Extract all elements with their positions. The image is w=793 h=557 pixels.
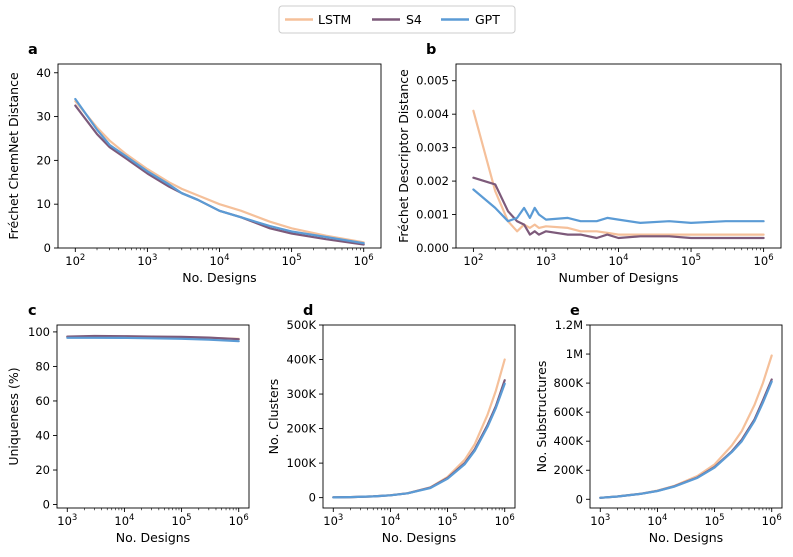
axes-frame-e bbox=[589, 324, 783, 509]
y-tick-label-e: 1.2M bbox=[555, 318, 583, 332]
y-tick-label-d: 400K bbox=[287, 353, 317, 367]
x-tick-label-a: 102 bbox=[65, 253, 85, 268]
legend-label-gpt: GPT bbox=[475, 12, 500, 27]
x-axis-label-a: No. Designs bbox=[182, 270, 256, 285]
y-tick-label-b: 0.002 bbox=[416, 174, 449, 188]
y-tick-label-c: 0 bbox=[43, 498, 50, 512]
series-line-d-gpt bbox=[332, 382, 506, 499]
x-tick-label-a: 103 bbox=[137, 253, 157, 268]
panel-label-d: d bbox=[303, 303, 313, 319]
y-tick-label-a: 30 bbox=[36, 110, 51, 124]
axes-frame-a bbox=[57, 63, 382, 249]
panel-label-e: e bbox=[570, 303, 580, 319]
axes-frame-d bbox=[322, 324, 516, 509]
y-tick-label-d: 500K bbox=[287, 318, 317, 332]
panel-d: d 103 104 105 106 0 100K 200K 300K 400K 500K No. De… bbox=[266, 303, 516, 545]
panel-label-a: a bbox=[28, 42, 38, 58]
y-tick-label-c: 60 bbox=[35, 394, 50, 408]
y-tick-label-b: 0.000 bbox=[416, 241, 449, 255]
x-axis-label-e: No. Designs bbox=[649, 530, 723, 545]
x-tick-label-e: 105 bbox=[705, 513, 725, 528]
series-line-c-gpt bbox=[66, 336, 240, 343]
y-tick-label-d: 100K bbox=[287, 456, 317, 470]
y-tick-label-b: 0.005 bbox=[416, 74, 449, 88]
panel-b: b 102 103 104 105 106 0.000 0.001 0.002 0.003 0.00… bbox=[396, 42, 782, 285]
x-tick-label-c: 104 bbox=[114, 513, 134, 528]
series-line-b-s4 bbox=[472, 176, 765, 240]
x-tick-label-a: 106 bbox=[354, 253, 374, 268]
y-tick-label-a: 40 bbox=[36, 66, 51, 80]
y-tick-label-b: 0.001 bbox=[416, 208, 449, 222]
panel-label-b: b bbox=[426, 42, 436, 58]
y-axis-label-d: No. Clusters bbox=[266, 379, 281, 455]
series-line-d-lstm bbox=[332, 358, 506, 499]
panel-a: a 102 103 104 105 106 0 10 20 30 40 No. Designs Fréc… bbox=[6, 42, 382, 285]
x-tick-label-b: 105 bbox=[681, 253, 701, 268]
x-tick-label-e: 103 bbox=[590, 513, 610, 528]
series-line-a-s4 bbox=[74, 104, 365, 246]
y-tick-label-e: 600K bbox=[554, 405, 584, 419]
x-tick-label-e: 104 bbox=[647, 513, 667, 528]
x-tick-label-e: 106 bbox=[762, 513, 782, 528]
legend: LSTM S4 GPT bbox=[278, 5, 516, 34]
x-axis-label-c: No. Designs bbox=[116, 530, 190, 545]
series-line-a-gpt bbox=[74, 97, 365, 245]
x-tick-label-b: 103 bbox=[536, 253, 556, 268]
y-tick-label-e: 1M bbox=[566, 347, 583, 361]
x-axis-label-d: No. Designs bbox=[382, 530, 456, 545]
x-tick-label-d: 105 bbox=[438, 513, 458, 528]
y-tick-label-c: 80 bbox=[35, 359, 50, 373]
y-tick-label-b: 0.003 bbox=[416, 141, 449, 155]
y-tick-label-e: 0 bbox=[576, 492, 583, 506]
y-tick-label-d: 300K bbox=[287, 387, 317, 401]
y-tick-label-c: 100 bbox=[28, 325, 50, 339]
y-tick-label-d: 0 bbox=[309, 491, 316, 505]
x-tick-label-a: 104 bbox=[209, 253, 229, 268]
x-tick-label-b: 106 bbox=[754, 253, 774, 268]
y-axis-label-a: Fréchet ChemNet Distance bbox=[6, 72, 21, 240]
legend-label-lstm: LSTM bbox=[318, 12, 351, 27]
x-tick-label-c: 105 bbox=[172, 513, 192, 528]
panel-label-c: c bbox=[28, 303, 37, 319]
series-line-d-s4 bbox=[332, 379, 506, 499]
y-axis-label-c: Uniqueness (%) bbox=[6, 367, 21, 465]
series-line-b-gpt bbox=[472, 188, 765, 224]
x-tick-label-c: 103 bbox=[57, 513, 77, 528]
y-tick-label-e: 200K bbox=[554, 463, 584, 477]
y-tick-label-a: 10 bbox=[36, 197, 51, 211]
x-tick-label-d: 104 bbox=[380, 513, 400, 528]
x-tick-label-d: 106 bbox=[495, 513, 515, 528]
legend-label-s4: S4 bbox=[406, 12, 422, 27]
panel-e: e 103 104 105 106 0 200K 400K 600K 800K 1M 1.2M No. … bbox=[534, 303, 783, 545]
series-line-e-gpt bbox=[599, 380, 773, 499]
x-tick-label-a: 105 bbox=[282, 253, 302, 268]
x-tick-label-d: 103 bbox=[323, 513, 343, 528]
x-tick-label-b: 102 bbox=[463, 253, 483, 268]
y-tick-label-b: 0.004 bbox=[416, 107, 449, 121]
series-line-b-lstm bbox=[472, 109, 765, 236]
panel-c: c 103 104 105 106 0 20 40 60 80 100 No. Designs Uniq… bbox=[6, 303, 250, 545]
y-tick-label-d: 200K bbox=[287, 422, 317, 436]
y-axis-label-b: Fréchet Descriptor Distance bbox=[396, 69, 411, 243]
y-tick-label-e: 400K bbox=[554, 434, 584, 448]
y-tick-label-c: 40 bbox=[35, 428, 50, 442]
y-axis-label-e: No. Substructures bbox=[534, 361, 549, 473]
axes-frame-c bbox=[56, 324, 250, 509]
series-line-e-lstm bbox=[599, 354, 773, 499]
y-tick-label-e: 800K bbox=[554, 376, 584, 390]
y-tick-label-a: 0 bbox=[44, 241, 51, 255]
series-line-c-s4 bbox=[66, 334, 240, 341]
y-tick-label-c: 20 bbox=[35, 463, 50, 477]
x-tick-label-b: 104 bbox=[608, 253, 628, 268]
y-tick-label-a: 20 bbox=[36, 153, 51, 167]
x-tick-label-c: 106 bbox=[229, 513, 249, 528]
series-line-a-lstm bbox=[74, 100, 365, 244]
x-axis-label-b: Number of Designs bbox=[559, 270, 679, 285]
